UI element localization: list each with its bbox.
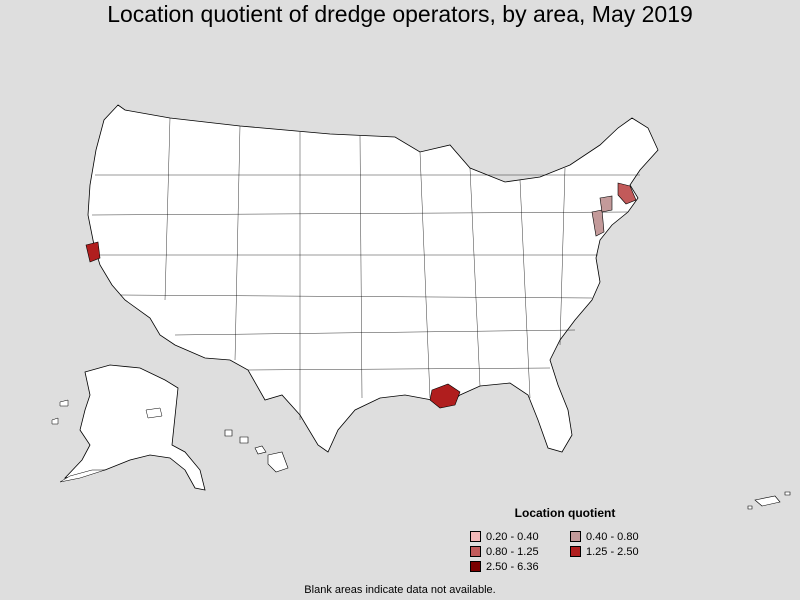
contiguous-us-shape	[87, 104, 659, 453]
legend-label: 2.50 - 6.36	[486, 560, 539, 573]
legend-label: 1.25 - 2.50	[586, 545, 639, 558]
area-sf-bay	[85, 241, 101, 263]
footnote: Blank areas indicate data not available.	[304, 584, 496, 596]
area-new-jersey	[591, 209, 605, 237]
legend-swatch	[570, 546, 581, 557]
legend: Location quotient 0.20 - 0.40 0.40 - 0.8…	[470, 506, 660, 573]
legend-label: 0.20 - 0.40	[486, 530, 539, 543]
legend-grid: 0.20 - 0.40 0.40 - 0.80 0.80 - 1.25 1.25…	[470, 530, 660, 573]
legend-item: 0.80 - 1.25	[470, 545, 570, 558]
legend-label: 0.80 - 1.25	[486, 545, 539, 558]
legend-swatch	[470, 561, 481, 572]
legend-swatch	[470, 546, 481, 557]
map-title: Location quotient of dredge operators, b…	[107, 1, 693, 27]
legend-item: 0.20 - 0.40	[470, 530, 570, 543]
hawaii-islands	[224, 429, 289, 473]
alaska-shape	[63, 364, 206, 491]
legend-item: 1.25 - 2.50	[570, 545, 660, 558]
puerto-rico	[747, 491, 791, 510]
area-new-orleans	[429, 383, 461, 409]
legend-swatch	[470, 531, 481, 542]
legend-title: Location quotient	[514, 506, 616, 520]
alaska-peninsula	[59, 469, 106, 483]
alaska-islands	[51, 399, 163, 425]
area-boston	[617, 182, 637, 205]
area-new-york	[599, 195, 613, 213]
legend-item: 2.50 - 6.36	[470, 560, 570, 573]
area-boundaries	[91, 117, 640, 420]
legend-item: 0.40 - 0.80	[570, 530, 660, 543]
legend-swatch	[570, 531, 581, 542]
legend-label: 0.40 - 0.80	[586, 530, 639, 543]
